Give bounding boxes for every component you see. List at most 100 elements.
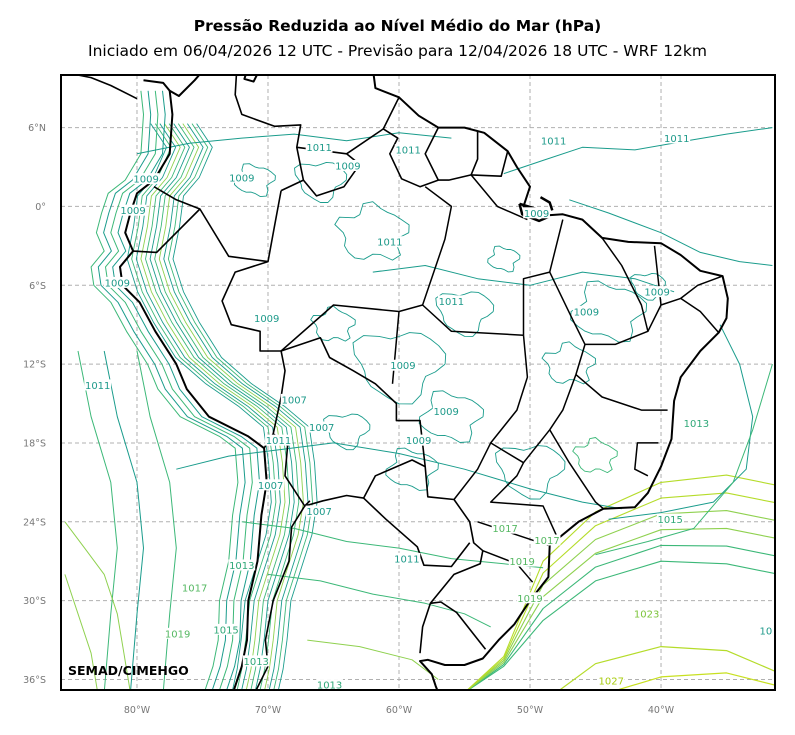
isobar-line [572, 437, 618, 474]
isobar-line [77, 350, 118, 690]
chart-subtitle: Iniciado em 06/04/2026 12 UTC - Previsão… [88, 42, 707, 60]
isobar-label-bg [257, 479, 285, 491]
isobar-label: 1007 [258, 481, 283, 492]
border-line [143, 79, 171, 92]
isobar-label: 1011 [306, 143, 331, 154]
isobar-label-bg [572, 305, 600, 317]
isobar-label: 1011 [439, 297, 464, 308]
isobar-label-bg [253, 312, 281, 324]
isobar-label: 1011 [377, 238, 402, 249]
border-line [346, 128, 384, 155]
border-line [280, 304, 524, 352]
isobar-line [495, 445, 566, 500]
isobar-line [503, 127, 773, 175]
isobar-line [135, 123, 281, 690]
isobar-label-bg [633, 608, 661, 620]
isobar-line [172, 123, 318, 690]
lon-tick-label: 60°W [386, 705, 413, 716]
isobar-label-bg [758, 625, 774, 637]
border-line [470, 174, 528, 221]
isobar-label: 1009 [406, 436, 431, 447]
isobar-label: 1011 [395, 146, 420, 157]
isobar-line [149, 123, 295, 690]
isobar-label: 1019 [517, 594, 542, 605]
lon-tick-label: 70°W [255, 705, 282, 716]
border-line [549, 429, 604, 510]
isobar-label-bg [394, 144, 422, 156]
isobar-line [163, 123, 309, 690]
isobar-line [435, 291, 495, 337]
isobar-label-bg [540, 135, 567, 147]
isobar-label-bg [305, 505, 333, 517]
isobar-line [103, 350, 144, 690]
border-line [424, 127, 440, 181]
isobar-label-bg [212, 623, 240, 635]
border-line [539, 196, 554, 211]
border-line [490, 271, 586, 464]
isobar-label-bg [228, 559, 256, 571]
isobar-line [595, 363, 773, 556]
isobar-line [307, 639, 439, 680]
isobar-label: 1027 [599, 677, 624, 688]
isobar-label-bg [84, 379, 112, 391]
isobar-line [467, 560, 775, 690]
border-line [133, 208, 201, 254]
map-background [61, 75, 775, 690]
isobar-line [241, 521, 544, 569]
isobar-label-bg [265, 434, 292, 446]
border-line [169, 75, 729, 690]
border-line [585, 237, 649, 346]
border-line [680, 275, 723, 299]
border-line [296, 146, 361, 197]
border-line [453, 335, 529, 500]
isobar-line [466, 492, 775, 690]
isobar-label-bg [119, 204, 147, 216]
isobar-label-bg [242, 655, 270, 667]
lat-tick-label: 30°S [23, 596, 46, 607]
isobar-label-bg [643, 286, 671, 298]
isobar-line [352, 332, 447, 405]
lat-tick-label: 24°S [23, 517, 46, 528]
isobar-label-bg [523, 207, 550, 219]
isobar-line [615, 672, 775, 690]
isobar-line [97, 90, 246, 690]
isobar-line [90, 90, 239, 690]
isobar-line [310, 305, 356, 342]
lon-tick-label: 50°W [517, 705, 544, 716]
isobar-label: 1015 [657, 515, 682, 526]
isobar-line [608, 324, 754, 520]
border-line [234, 75, 305, 192]
isobar-label-bg [316, 679, 343, 690]
isobar-label-bg [491, 522, 519, 534]
isobar-label-bg [228, 171, 256, 183]
isobar-line [64, 521, 131, 690]
isobar-label-bg [103, 276, 131, 288]
isobar-label: 1009 [133, 175, 158, 186]
map-frame [60, 74, 776, 691]
lon-tick-label: 80°W [124, 705, 151, 716]
isobar-label: 1013 [243, 657, 268, 668]
lon-tick-label: 40°W [648, 705, 675, 716]
border-line [363, 497, 471, 568]
lat-tick-label: 6°N [28, 123, 46, 134]
lat-tick-label: 18°S [23, 438, 46, 449]
isobar-label-bg [432, 405, 460, 417]
isobar-line [158, 123, 304, 690]
isobar-labels: 1011 1011 1009 1009 1009 1011 1011 1009 1009 1011… [84, 132, 774, 690]
isobar-line [334, 201, 410, 261]
axis-ticks: 6°N 0° 6°S 12°S 18°S 24°S 30°S 36°S 80°W 70°W 60°W… [23, 123, 675, 716]
isobar-label-bg [682, 417, 710, 429]
isobar-label-bg [656, 513, 684, 525]
isobar-label-bg [181, 581, 209, 593]
isobar-label-bg [663, 132, 691, 144]
border-line [153, 186, 282, 263]
border-line [424, 466, 487, 650]
isobar-label: 1011 [394, 554, 419, 565]
credit-label: SEMAD/CIMEHGO [68, 663, 189, 678]
chart-title: Pressão Reduzida ao Nível Médio do Mar (… [193, 17, 602, 35]
isobar-line [136, 350, 177, 690]
isobar-line [154, 123, 300, 690]
isobar-label-bg [132, 173, 160, 185]
border-line [634, 442, 659, 477]
